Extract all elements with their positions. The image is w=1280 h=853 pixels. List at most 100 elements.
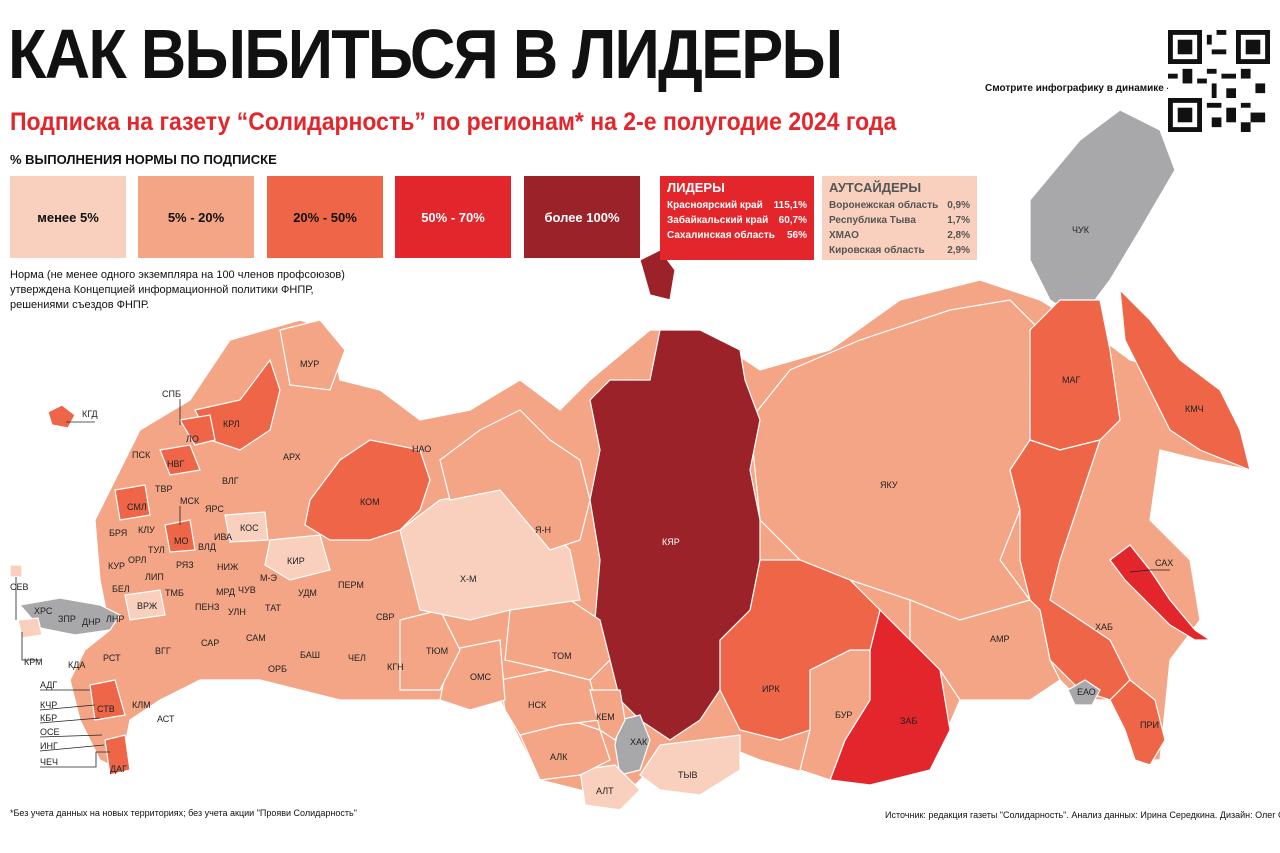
region-yan: [439, 409, 591, 551]
region-kem: [589, 689, 626, 741]
label-zpr: ЗПР: [58, 614, 76, 624]
label-bash: БАШ: [300, 650, 320, 660]
region-hab: [1009, 439, 1131, 701]
label-rst: РСТ: [103, 653, 121, 663]
label-vrzh: ВРЖ: [137, 601, 158, 611]
leader-line-kbr: [39, 717, 101, 724]
page-title: КАК ВЫБИТЬСЯ В ЛИДЕРЫ: [8, 15, 843, 93]
label-sev: СЕВ: [10, 582, 29, 592]
outsider-name: Кировская область: [829, 245, 925, 256]
label-ast: АСТ: [157, 714, 175, 724]
legend-title: % ВЫПОЛНЕНИЯ НОРМЫ ПО ПОДПИСКЕ: [10, 152, 277, 167]
label-mur: МУР: [300, 359, 319, 369]
region-dag: [104, 734, 131, 776]
label-bel: БЕЛ: [112, 584, 130, 594]
leader-value: 115,1%: [773, 200, 807, 211]
region-tom: [504, 599, 611, 681]
label-nvg: НВГ: [167, 459, 185, 469]
label-hrs: ХРС: [34, 606, 53, 616]
leader-value: 60,7%: [778, 215, 807, 226]
label-orl: ОРЛ: [128, 555, 146, 565]
label-nsk: НСК: [528, 700, 547, 710]
qr-caption: Смотрите инфографику в динамике -: [985, 83, 1170, 94]
source-credit: Источник: редакция газеты "Солидарность"…: [885, 810, 1280, 820]
leader-name: Красноярский край: [667, 200, 763, 211]
label-chu: ЧУВ: [238, 585, 256, 595]
label-pri: ПРИ: [1140, 720, 1159, 730]
label-tyum: ТЮМ: [426, 646, 448, 656]
label-mrd: МРД: [216, 587, 235, 597]
label-irk: ИРК: [762, 684, 780, 694]
leader-name: Сахалинская область: [667, 230, 775, 241]
label-vgg: ВГГ: [155, 646, 171, 656]
outsider-value: 1,7%: [947, 215, 970, 226]
label-chuk: ЧУК: [1072, 225, 1090, 235]
label-kir: КИР: [287, 556, 305, 566]
label-brya: БРЯ: [109, 528, 127, 538]
label-dag: ДАГ: [110, 764, 127, 774]
outsider-name: Воронежская область: [829, 200, 939, 211]
outsiders-box: АУТСАЙДЕРЫ Воронежская область 0,9% Респу…: [822, 176, 977, 260]
label-sar: САР: [201, 638, 219, 648]
region-chuk: [1029, 109, 1176, 321]
label-adg: АДГ: [40, 680, 57, 690]
label-yan: Я-Н: [535, 525, 551, 535]
label-hak: ХАК: [630, 737, 648, 747]
label-lo: ЛО: [186, 434, 199, 444]
label-kchr: КЧР: [40, 700, 57, 710]
label-tvr: ТВР: [155, 484, 173, 494]
leader-line-kchr: [39, 704, 96, 711]
label-me: М-Э: [260, 573, 277, 583]
region-kgd: [47, 404, 76, 429]
label-stv: СТВ: [97, 704, 115, 714]
label-dnr: ДНР: [82, 617, 101, 627]
label-arh: АРХ: [283, 452, 301, 462]
region-kom: [304, 439, 431, 541]
outsider-row: ХМАО 2,8%: [829, 228, 970, 243]
label-lip: ЛИП: [145, 572, 164, 582]
leader-line-krm: [21, 632, 40, 661]
leader-row: Забайкальский край 60,7%: [667, 213, 807, 228]
label-lnr: ЛНР: [106, 614, 124, 624]
label-oms: ОМС: [470, 672, 491, 682]
label-alt: АЛТ: [596, 786, 614, 796]
region-eao: [1067, 679, 1101, 706]
label-tul: ТУЛ: [148, 545, 165, 555]
label-psk: ПСК: [132, 450, 151, 460]
legend-bin-label: 50% - 70%: [421, 209, 485, 225]
region-sah: [1109, 544, 1212, 641]
label-kyar: КЯР: [662, 537, 680, 547]
outsider-name: ХМАО: [829, 230, 859, 241]
legend-bin-label: менее 5%: [37, 209, 99, 225]
label-ose: ОСЕ: [40, 727, 60, 737]
label-kom: КОМ: [360, 497, 380, 507]
label-yaku: ЯКУ: [880, 480, 898, 490]
label-tom: ТОМ: [552, 651, 572, 661]
label-kur: КУР: [108, 561, 125, 571]
label-kmch: КМЧ: [1185, 404, 1204, 414]
outsider-row: Республика Тыва 1,7%: [829, 213, 970, 228]
label-ryz: РЯЗ: [176, 560, 194, 570]
region-vrzh: [124, 589, 166, 621]
legend-bin-gt100: более 100%: [524, 176, 640, 258]
label-mo: МО: [174, 536, 189, 546]
leader-value: 56%: [786, 230, 807, 241]
label-amr: АМР: [990, 634, 1010, 644]
qr-code-icon[interactable]: [1168, 30, 1270, 132]
region-hak: [614, 714, 651, 776]
outsider-value: 2,9%: [947, 245, 970, 256]
region-sml: [114, 484, 151, 521]
label-kbr: КБР: [40, 713, 57, 723]
region-pri: [1109, 679, 1166, 766]
outsider-row: Воронежская область 0,9%: [829, 198, 970, 213]
leader-line-ing: [39, 744, 105, 752]
region-krm: [17, 617, 43, 639]
region-mo: [164, 519, 196, 553]
legend-bin-label: 20% - 50%: [293, 209, 357, 225]
region-alt: [579, 764, 641, 811]
region-nvg: [159, 444, 201, 476]
label-sam: САМ: [246, 633, 266, 643]
label-sml: СМЛ: [127, 502, 147, 512]
leader-line-sah: [1129, 569, 1170, 573]
region-new-territories: [18, 597, 121, 636]
